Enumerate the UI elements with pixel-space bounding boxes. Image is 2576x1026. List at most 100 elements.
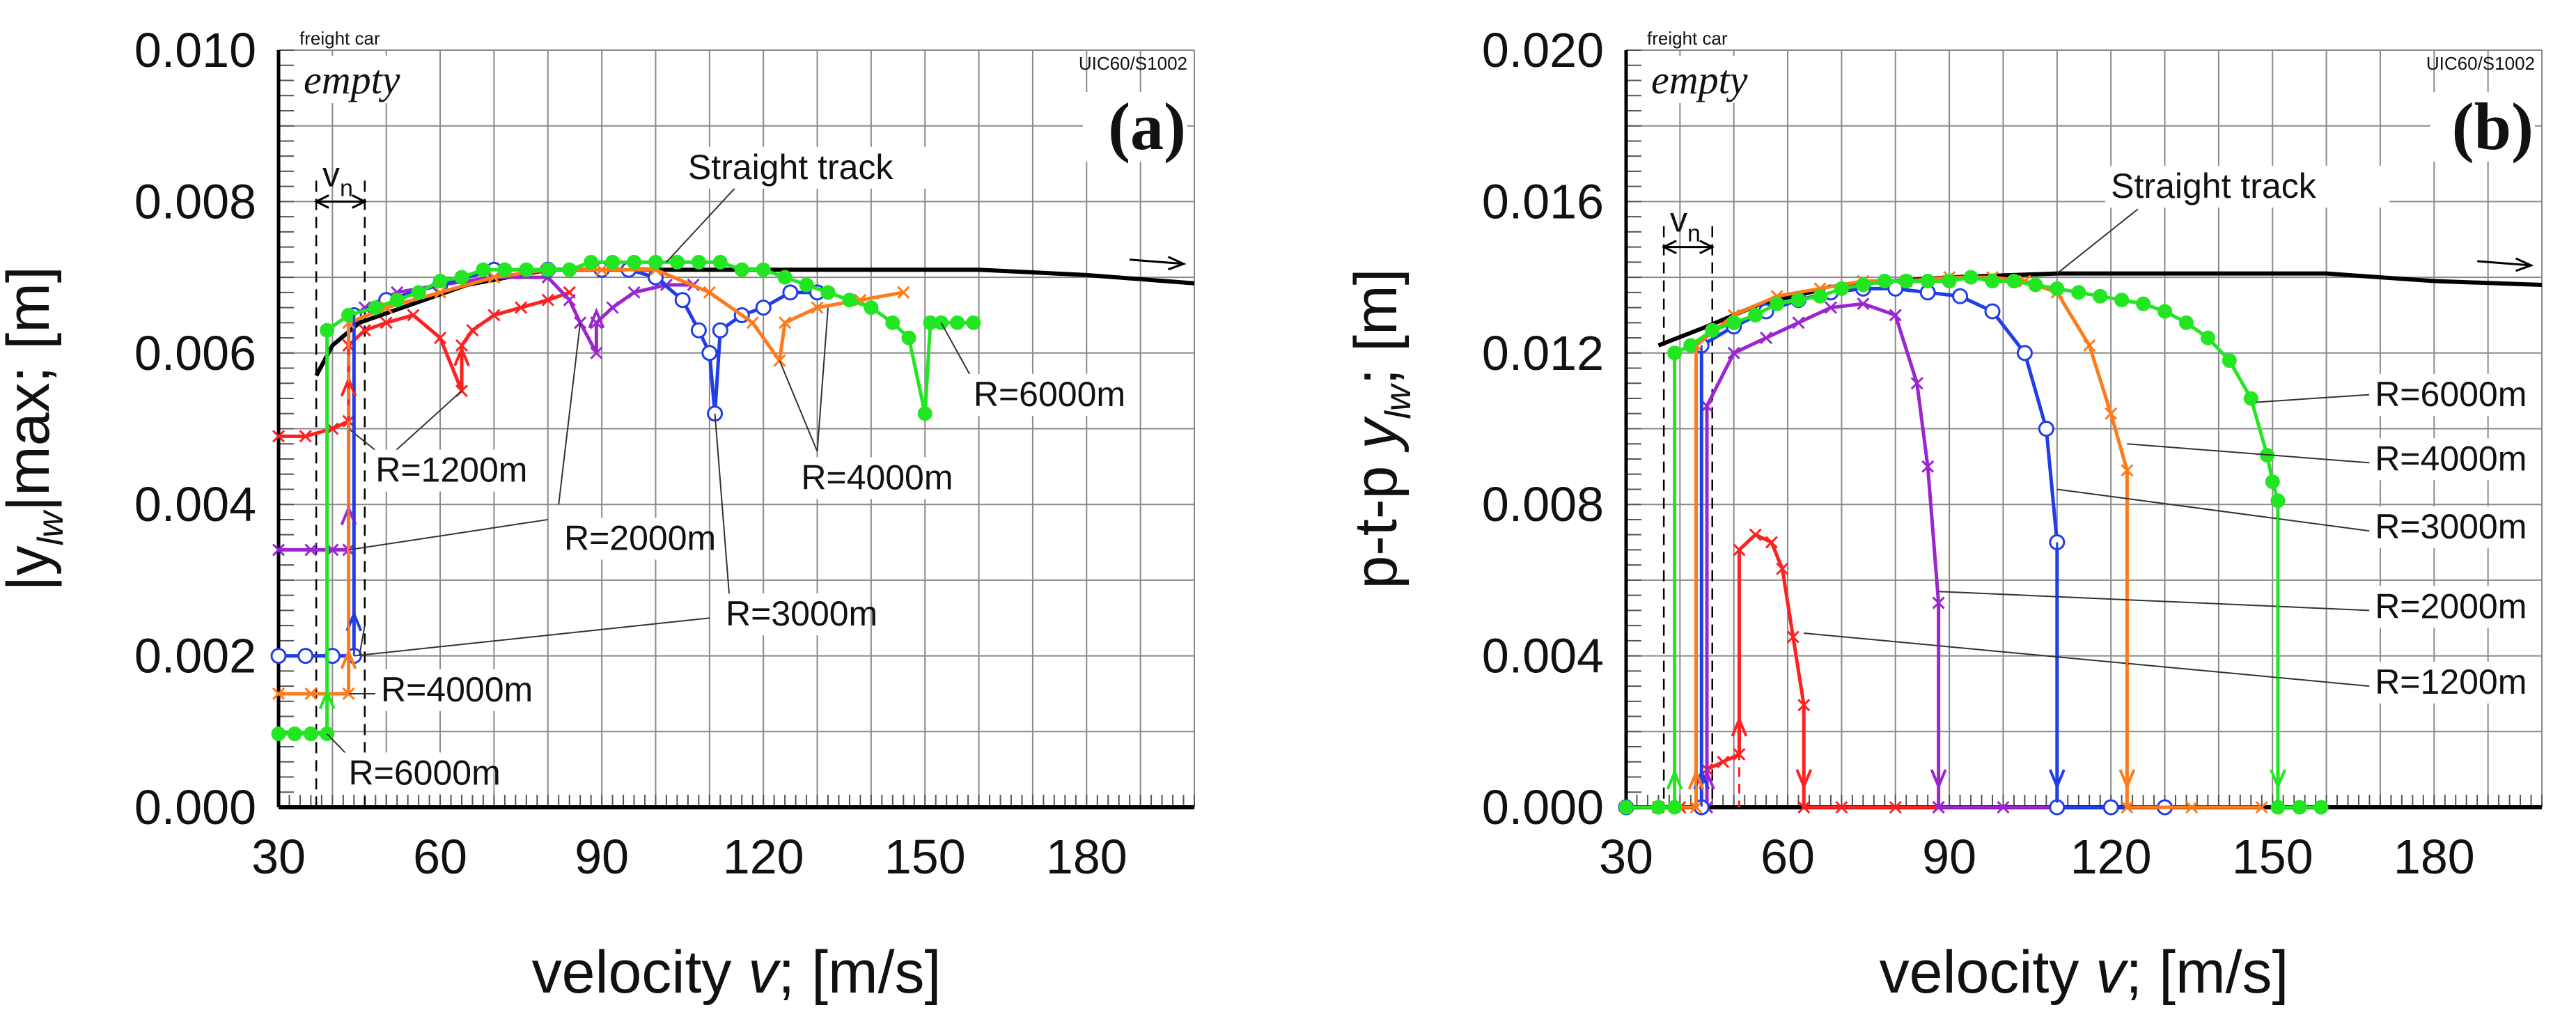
leader-line — [359, 625, 366, 656]
leader-line — [558, 322, 581, 505]
data-point — [1889, 309, 1902, 322]
data-point — [1717, 755, 1730, 768]
corner-label-big: empty — [1651, 57, 1748, 102]
label-bg — [2369, 506, 2518, 549]
jump-arrow — [453, 345, 470, 366]
data-point — [1997, 800, 2010, 814]
data-point — [454, 270, 469, 285]
data-point — [1834, 281, 1849, 296]
data-point — [756, 262, 771, 277]
leader-line — [2056, 208, 2139, 274]
data-point — [2071, 285, 2086, 300]
label-bg — [682, 146, 967, 189]
label-bg — [795, 457, 944, 499]
x-axis-label-part: ; [m/s] — [778, 939, 941, 1006]
corner-label-small: freight car — [1647, 28, 1728, 49]
x-tick-label: 120 — [2070, 830, 2152, 884]
data-point — [950, 315, 965, 330]
jump-arrow — [340, 648, 357, 669]
data-point — [540, 262, 556, 277]
jump-arrow — [588, 307, 605, 329]
label-r4000: R=4000m — [381, 670, 533, 709]
data-point — [1727, 346, 1740, 359]
data-point — [897, 286, 910, 299]
data-point — [2178, 315, 2194, 330]
x-tick-label: 150 — [2232, 830, 2313, 884]
data-point — [1812, 288, 1827, 304]
data-point — [432, 274, 448, 289]
x-tick-label: 90 — [1922, 830, 1976, 884]
leader-line — [1804, 632, 2370, 687]
data-point — [712, 254, 728, 270]
data-point — [606, 301, 619, 314]
y-axis-label: |ylw|max; [m] — [0, 266, 71, 591]
drop-arrow — [1930, 769, 1947, 791]
data-point — [1770, 296, 1785, 311]
drop-arrow — [1731, 715, 1748, 737]
y-tick-label: 0.016 — [1482, 174, 1604, 228]
data-point — [917, 406, 932, 421]
label-bg — [375, 669, 523, 711]
leader-line — [666, 185, 737, 263]
y-axis-label-part: ; [m] — [1343, 268, 1410, 384]
data-point — [519, 262, 534, 277]
y-axis-label: p-t-p ylw; [m] — [1343, 268, 1419, 589]
data-point — [272, 430, 286, 443]
vn-arrow-right — [352, 194, 368, 209]
data-point — [966, 315, 981, 330]
label-bg — [2369, 438, 2518, 481]
data-point — [1791, 293, 1806, 308]
data-point — [1726, 315, 1742, 330]
data-point — [1889, 800, 1902, 814]
label-bg — [558, 518, 706, 560]
y-tick-label: 0.000 — [134, 780, 256, 834]
drop-arrow — [2270, 769, 2286, 791]
data-point — [515, 301, 528, 314]
label-r6000: R=6000m — [349, 753, 501, 792]
chart-panel-b: 30 60 90 120 150 180 0.000 0.004 0.008 0.012 0.016… — [1343, 23, 2543, 1006]
data-point — [1824, 301, 1838, 314]
y-axis-label-part: p-t-p — [1343, 449, 1410, 589]
data-point — [1792, 316, 1805, 329]
vn-label-part: n — [1687, 221, 1701, 247]
vn-label: vn — [322, 155, 353, 201]
data-point — [1952, 288, 1969, 304]
drop-arrow — [1666, 768, 1683, 790]
data-point — [674, 292, 691, 309]
data-point — [2200, 330, 2215, 345]
chart-panel-a: 30 60 90 120 150 180 0.000 0.002 0.004 0.006 0.008… — [0, 23, 1195, 1006]
data-point — [755, 300, 772, 316]
y-tick-label: 0.020 — [1482, 23, 1604, 77]
x-axis-label-part: velocity — [532, 939, 749, 1006]
vn-arrow-left — [313, 194, 329, 209]
data-point — [691, 254, 706, 270]
panel-label-bg — [2430, 92, 2535, 162]
y-axis-label-part: lw — [31, 509, 71, 546]
label-bg — [2369, 373, 2518, 416]
data-point — [2157, 304, 2173, 319]
data-point — [297, 648, 314, 664]
vn-label: vn — [1670, 201, 1701, 247]
data-point — [1618, 800, 1634, 815]
right-arrow-head — [1167, 256, 1187, 271]
data-point — [590, 346, 603, 359]
data-point — [746, 316, 759, 329]
data-point — [2083, 339, 2096, 352]
data-point — [1963, 270, 1978, 285]
data-point — [466, 324, 479, 337]
data-point — [299, 430, 312, 443]
series-line — [1657, 271, 2543, 348]
data-point — [271, 726, 286, 742]
x-tick-label: 60 — [1761, 830, 1815, 884]
vn-label-part: v — [322, 155, 340, 194]
data-point — [2136, 296, 2151, 311]
data-point — [2105, 407, 2118, 420]
data-point — [1920, 274, 1935, 289]
leader-line — [779, 360, 818, 452]
label-r1200: R=1200m — [375, 451, 527, 490]
jump-arrow — [318, 688, 336, 710]
data-point — [901, 330, 916, 345]
x-axis-label-part: ; [m/s] — [2125, 939, 2288, 1006]
leader-line — [2256, 394, 2370, 403]
series-line — [279, 275, 694, 552]
